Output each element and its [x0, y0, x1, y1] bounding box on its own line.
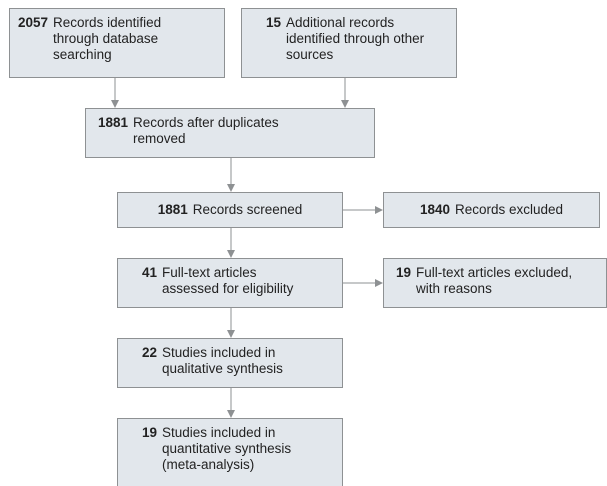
label: Studies included in quantitative synthes… [162, 425, 292, 472]
count: 1840 [419, 202, 450, 217]
box: 41 Full-text articles assessed for eligi… [117, 258, 343, 308]
label: Full-text articles excluded, with reason… [416, 265, 573, 296]
label: Records after duplicates removed [133, 115, 279, 146]
count: 2057 [18, 15, 49, 30]
label: Records screened [192, 202, 303, 217]
label: Additional records identified through ot… [286, 15, 425, 62]
label: Records excluded [454, 202, 564, 217]
box: 19 Studies included in quantitative synt… [117, 418, 343, 486]
box: 15 Additional records identified through… [241, 8, 457, 78]
label: Records identified through database sear… [53, 15, 162, 62]
count: 1881 [157, 202, 188, 217]
box: 22 Studies included in qualitative synth… [117, 338, 343, 388]
count: 41 [142, 265, 158, 280]
count: 19 [142, 425, 158, 440]
box: 19 Full-text articles excluded, with rea… [383, 258, 607, 308]
count: 22 [142, 345, 158, 360]
box: 1881 Records after duplicates removed [85, 108, 375, 158]
box: 1881 Records screened [117, 192, 343, 228]
box: 2057 Records identified through database… [9, 8, 225, 78]
count: 1881 [98, 115, 129, 130]
label: Studies included in qualitative synthesi… [162, 345, 283, 376]
box: 1840 Records excluded [383, 192, 600, 228]
count: 15 [266, 15, 282, 30]
count: 19 [396, 265, 412, 280]
label: Full-text articles assessed for eligibil… [162, 265, 294, 296]
